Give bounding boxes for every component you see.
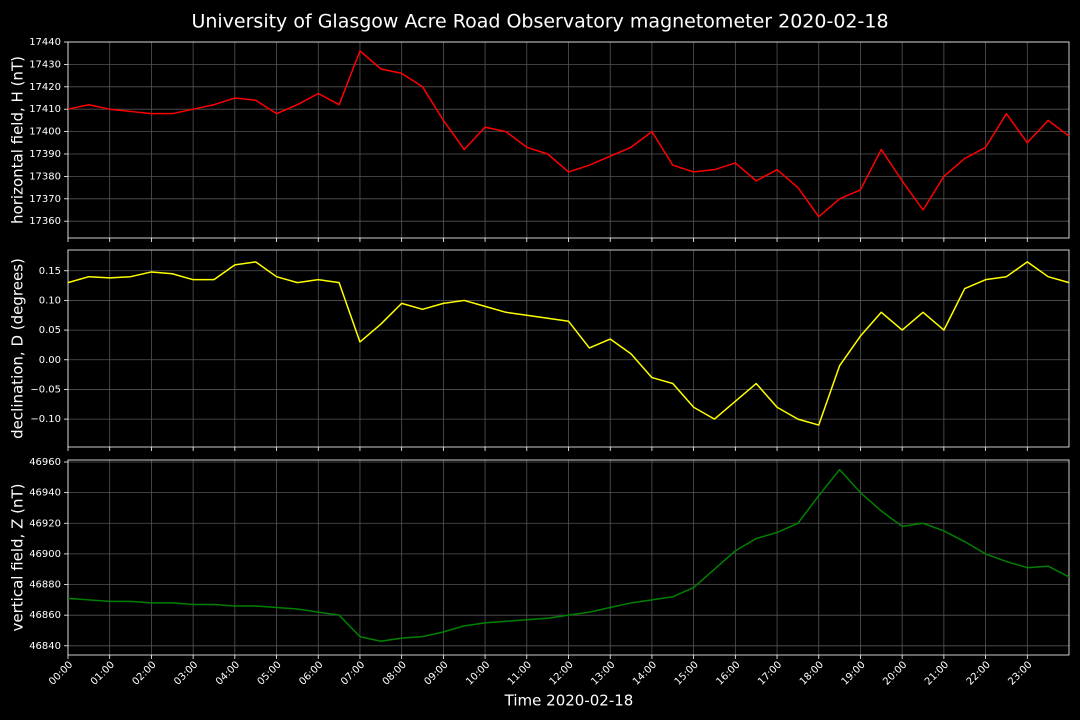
y-tick-label: 0.05 [39, 325, 61, 336]
y-tick-label: 0.10 [39, 295, 61, 306]
x-tick-label: 05:00 [256, 659, 284, 687]
x-tick-label: 12:00 [548, 659, 576, 687]
y-tick-label: 17410 [29, 104, 61, 115]
data-line [67, 468, 1070, 642]
y-tick-label: 46960 [29, 457, 61, 468]
x-tick-label: 08:00 [381, 659, 409, 687]
y-tick-label: 46920 [29, 518, 61, 529]
y-tick-label: 17420 [29, 82, 61, 93]
x-tick-label: 18:00 [798, 659, 826, 687]
x-tick-label: 23:00 [1006, 659, 1034, 687]
x-tick-label: 04:00 [214, 659, 242, 687]
y-axis-label: vertical field, Z (nT) [9, 483, 27, 631]
x-tick-label: 01:00 [89, 659, 117, 687]
chart-title: University of Glasgow Acre Road Observat… [191, 11, 888, 33]
x-tick-label: 07:00 [339, 659, 367, 687]
y-tick-label: −0.05 [30, 384, 61, 395]
y-tick-label: 46840 [29, 641, 61, 652]
x-tick-label: 09:00 [422, 659, 450, 687]
y-tick-label: 17370 [29, 194, 61, 205]
data-line [67, 50, 1070, 218]
x-tick-label: 22:00 [965, 659, 993, 687]
plot-frame [67, 459, 1070, 656]
y-tick-label: 17360 [29, 216, 61, 227]
y-tick-label: 17390 [29, 149, 61, 160]
y-tick-label: 0.00 [39, 355, 61, 366]
plot-frame [67, 41, 1070, 239]
x-tick-label: 00:00 [47, 659, 75, 687]
y-axis-label: horizontal field, H (nT) [9, 56, 27, 224]
y-tick-label: 17430 [29, 59, 61, 70]
x-tick-label: 21:00 [923, 659, 951, 687]
x-tick-label: 11:00 [506, 659, 534, 687]
y-tick-label: 46880 [29, 580, 61, 591]
x-tick-label: 13:00 [589, 659, 617, 687]
y-tick-label: 46900 [29, 549, 61, 560]
y-tick-label: 0.15 [39, 266, 61, 277]
x-tick-label: 15:00 [673, 659, 701, 687]
y-tick-label: 46940 [29, 488, 61, 499]
y-tick-label: 46860 [29, 610, 61, 621]
x-axis-label: Time 2020-02-18 [504, 692, 634, 710]
y-tick-label: 17380 [29, 171, 61, 182]
x-tick-label: 02:00 [130, 659, 158, 687]
x-tick-label: 17:00 [756, 659, 784, 687]
y-tick-label: −0.10 [30, 414, 61, 425]
x-tick-label: 20:00 [881, 659, 909, 687]
y-tick-label: 17440 [29, 37, 61, 48]
y-tick-label: 17400 [29, 127, 61, 138]
data-line [67, 261, 1070, 426]
y-axis-label: declination, D (degrees) [9, 258, 27, 439]
x-tick-label: 14:00 [631, 659, 659, 687]
x-tick-label: 03:00 [172, 659, 200, 687]
x-tick-label: 06:00 [297, 659, 325, 687]
x-tick-label: 16:00 [714, 659, 742, 687]
x-tick-label: 19:00 [840, 659, 868, 687]
x-tick-label: 10:00 [464, 659, 492, 687]
plot-frame [67, 249, 1070, 448]
